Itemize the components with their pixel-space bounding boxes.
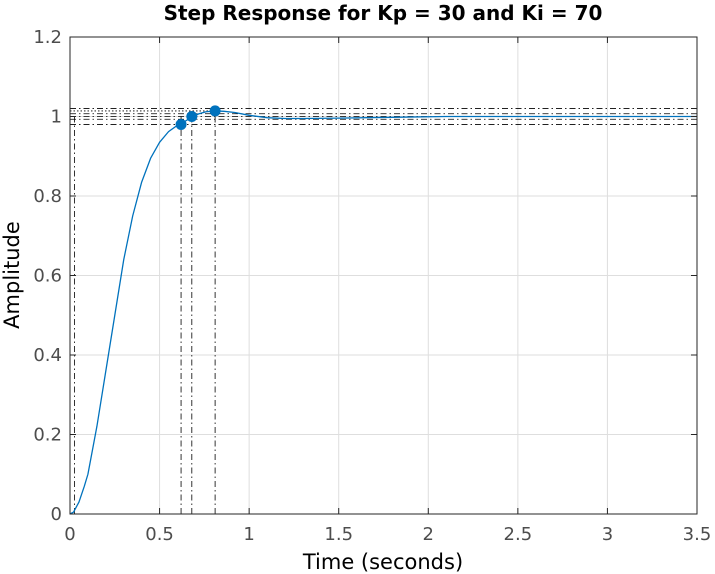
- series-lines: [69, 110, 697, 515]
- characteristic-markers: [175, 105, 221, 130]
- x-tick-label: 2.5: [504, 524, 533, 545]
- y-tick-label: 1.2: [33, 27, 62, 48]
- y-axis-label: Amplitude: [0, 221, 24, 329]
- y-tick-label: 0.2: [33, 425, 62, 446]
- x-tick-label: 0: [64, 524, 75, 545]
- x-axis-label: Time (seconds): [302, 550, 463, 574]
- y-tick-label: 0.6: [33, 266, 62, 287]
- x-tick-label: 3: [602, 524, 613, 545]
- x-tick-label: 1.5: [324, 524, 353, 545]
- y-tick-label: 1: [51, 107, 62, 128]
- characteristic-point: [186, 111, 198, 122]
- x-tick-label: 3.5: [683, 524, 712, 545]
- chart-title: Step Response for Kp = 30 and Ki = 70: [164, 1, 603, 25]
- y-tick-label: 0.4: [33, 345, 62, 366]
- characteristic-point: [175, 118, 187, 130]
- x-tick-label: 2: [423, 524, 434, 545]
- characteristic-point: [209, 105, 221, 117]
- y-tick-label: 0.8: [33, 186, 62, 207]
- axis-ticks: 0 0.5 1 1.5 2 2.5 3 3.5 0 0.2 0.4 0.6 0.8 1 1.2: [33, 27, 711, 545]
- step-response-line: [69, 110, 697, 515]
- y-tick-label: 0: [51, 504, 62, 525]
- reference-lines: [70, 108, 697, 514]
- x-tick-label: 1: [243, 524, 254, 545]
- x-tick-label: 0.5: [145, 524, 174, 545]
